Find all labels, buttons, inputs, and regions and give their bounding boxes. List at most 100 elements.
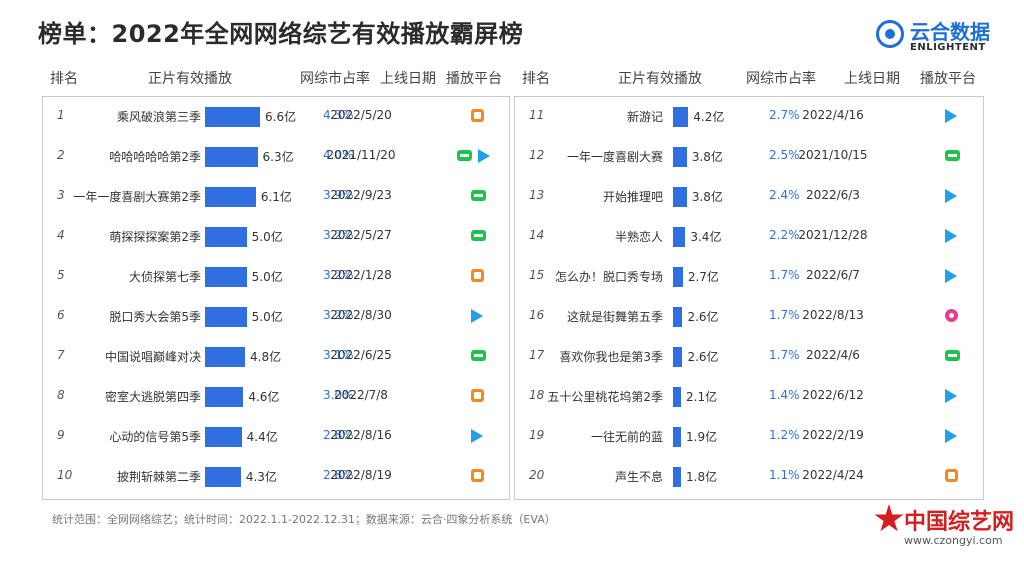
footer-note: 统计范围：全网网络综艺；统计时间：2022.1.1-2022.12.31；数据来…: [52, 513, 556, 526]
release-date: 2022/8/30: [330, 308, 392, 322]
market-share: 1.7%: [769, 268, 800, 282]
table-row: 13 开始推理吧 3.8亿 2.4% 2022/6/3: [515, 177, 983, 217]
value-label: 6.3亿: [262, 150, 294, 164]
ranking-panel-left: 1 乘风破浪第三季 6.6亿 4.3% 2022/5/20 2 哈哈哈哈哈第2季 6.3亿 4.…: [42, 96, 510, 500]
table-row: 2 哈哈哈哈哈第2季 6.3亿 4.0% 2021/11/20: [43, 137, 509, 177]
release-date: 2022/8/19: [330, 468, 392, 482]
value-bar: [673, 427, 681, 447]
tencent-video-icon: [471, 429, 483, 443]
value-bar: [205, 467, 241, 487]
platform-icons: [945, 269, 957, 283]
watermark: 中国综艺网 www.czongyi.com: [874, 500, 1014, 558]
platform-icons: [945, 469, 958, 482]
brand-logo-text: 云合数据: [910, 20, 990, 44]
show-name: 一年一度喜剧大赛: [566, 150, 663, 164]
platform-icons: [457, 149, 490, 163]
release-date: 2022/7/8: [334, 388, 388, 402]
rank-label: 9: [57, 428, 65, 442]
table-row: 4 萌探探探案第2季 5.0亿 3.2% 2022/5/27: [43, 217, 509, 257]
page-title: 榜单：2022年全网网络综艺有效播放霸屏榜: [38, 20, 524, 48]
market-share: 1.1%: [769, 468, 800, 482]
release-date: 2022/4/24: [802, 468, 864, 482]
release-date: 2022/4/6: [806, 348, 860, 362]
platform-icons: [945, 189, 957, 203]
mango-tv-icon: [471, 109, 484, 122]
market-share: 1.7%: [769, 348, 800, 362]
market-share: 4.3%: [323, 108, 354, 122]
value-bar: [673, 187, 687, 207]
platform-icons: [945, 429, 957, 443]
value-bar: [205, 427, 242, 447]
market-share: 2.5%: [769, 148, 800, 162]
rank-label: 11: [529, 108, 545, 122]
show-name: 心动的信号第5季: [109, 430, 201, 444]
table-row: 15 怎么办！脱口秀专场 2.7亿 1.7% 2022/6/7: [515, 257, 983, 297]
rank-label: 4: [57, 228, 65, 242]
value-label: 6.1亿: [260, 190, 292, 204]
value-label: 3.4亿: [690, 230, 722, 244]
rank-label: 20: [529, 468, 545, 482]
mango-tv-icon: [471, 469, 484, 482]
platform-icons: [945, 309, 958, 322]
release-date: 2022/6/3: [806, 188, 860, 202]
show-name: 一年一度喜剧大赛第2季: [73, 190, 201, 204]
release-date: 2022/1/28: [330, 268, 392, 282]
platform-icons: [945, 349, 960, 361]
market-share: 2.4%: [769, 188, 800, 202]
value-label: 4.8亿: [250, 350, 282, 364]
table-row: 10 披荆斩棘第二季 4.3亿 2.8% 2022/8/19: [43, 457, 509, 497]
market-share: 2.8%: [323, 428, 354, 442]
platform-icons: [471, 309, 483, 323]
value-label: 2.6亿: [687, 350, 719, 364]
table-row: 3 一年一度喜剧大赛第2季 6.1亿 3.9% 2022/9/23: [43, 177, 509, 217]
value-label: 2.7亿: [687, 270, 719, 284]
market-share: 3.1%: [323, 348, 354, 362]
rank-label: 12: [529, 148, 545, 162]
market-share: 2.7%: [769, 108, 800, 122]
platform-icons: [471, 469, 484, 482]
release-date: 2022/5/20: [330, 108, 392, 122]
table-row: 12 一年一度喜剧大赛 3.8亿 2.5% 2021/10/15: [515, 137, 983, 177]
table-row: 17 喜欢你我也是第3季 2.6亿 1.7% 2022/4/6: [515, 337, 983, 377]
value-bar: [673, 307, 683, 327]
table-row: 6 脱口秀大会第5季 5.0亿 3.2% 2022/8/30: [43, 297, 509, 337]
header-share: 网综市占率: [300, 71, 370, 87]
show-name: 喜欢你我也是第3季: [559, 350, 663, 364]
iqiyi-icon: [945, 350, 960, 361]
platform-icons: [945, 389, 957, 403]
rank-label: 13: [529, 188, 545, 202]
platform-icons: [945, 229, 957, 243]
rank-label: 1: [57, 108, 65, 122]
watermark-text: 中国综艺网: [904, 510, 1015, 535]
value-bar: [205, 107, 260, 127]
rank-label: 7: [57, 348, 65, 362]
rank-label: 16: [529, 308, 545, 322]
mango-tv-icon: [945, 469, 958, 482]
value-label: 5.0亿: [251, 270, 283, 284]
value-bar: [673, 147, 687, 167]
table-header-right: 排名 正片有效播放 网综市占率 上线日期 播放平台: [0, 66, 1024, 92]
iqiyi-icon: [471, 190, 486, 201]
show-name: 五十公里桃花坞第2季: [547, 390, 663, 404]
value-bar: [205, 147, 258, 167]
rank-label: 19: [529, 428, 545, 442]
tencent-video-icon: [478, 149, 490, 163]
table-row: 9 心动的信号第5季 4.4亿 2.8% 2022/8/16: [43, 417, 509, 457]
rank-label: 6: [57, 308, 65, 322]
header-rank: 排名: [522, 71, 550, 87]
tencent-video-icon: [945, 109, 957, 123]
header-date: 上线日期: [844, 71, 900, 87]
show-name: 怎么办！脱口秀专场: [554, 270, 663, 284]
value-label: 1.8亿: [686, 470, 718, 484]
rank-label: 2: [57, 148, 65, 162]
value-label: 1.9亿: [686, 430, 718, 444]
tencent-video-icon: [945, 389, 957, 403]
value-bar: [205, 267, 247, 287]
platform-icons: [471, 349, 486, 361]
value-bar: [673, 467, 681, 487]
value-label: 3.8亿: [691, 150, 723, 164]
release-date: 2021/12/28: [798, 228, 868, 242]
release-date: 2022/6/7: [806, 268, 860, 282]
iqiyi-icon: [457, 150, 472, 161]
release-date: 2022/4/16: [802, 108, 864, 122]
